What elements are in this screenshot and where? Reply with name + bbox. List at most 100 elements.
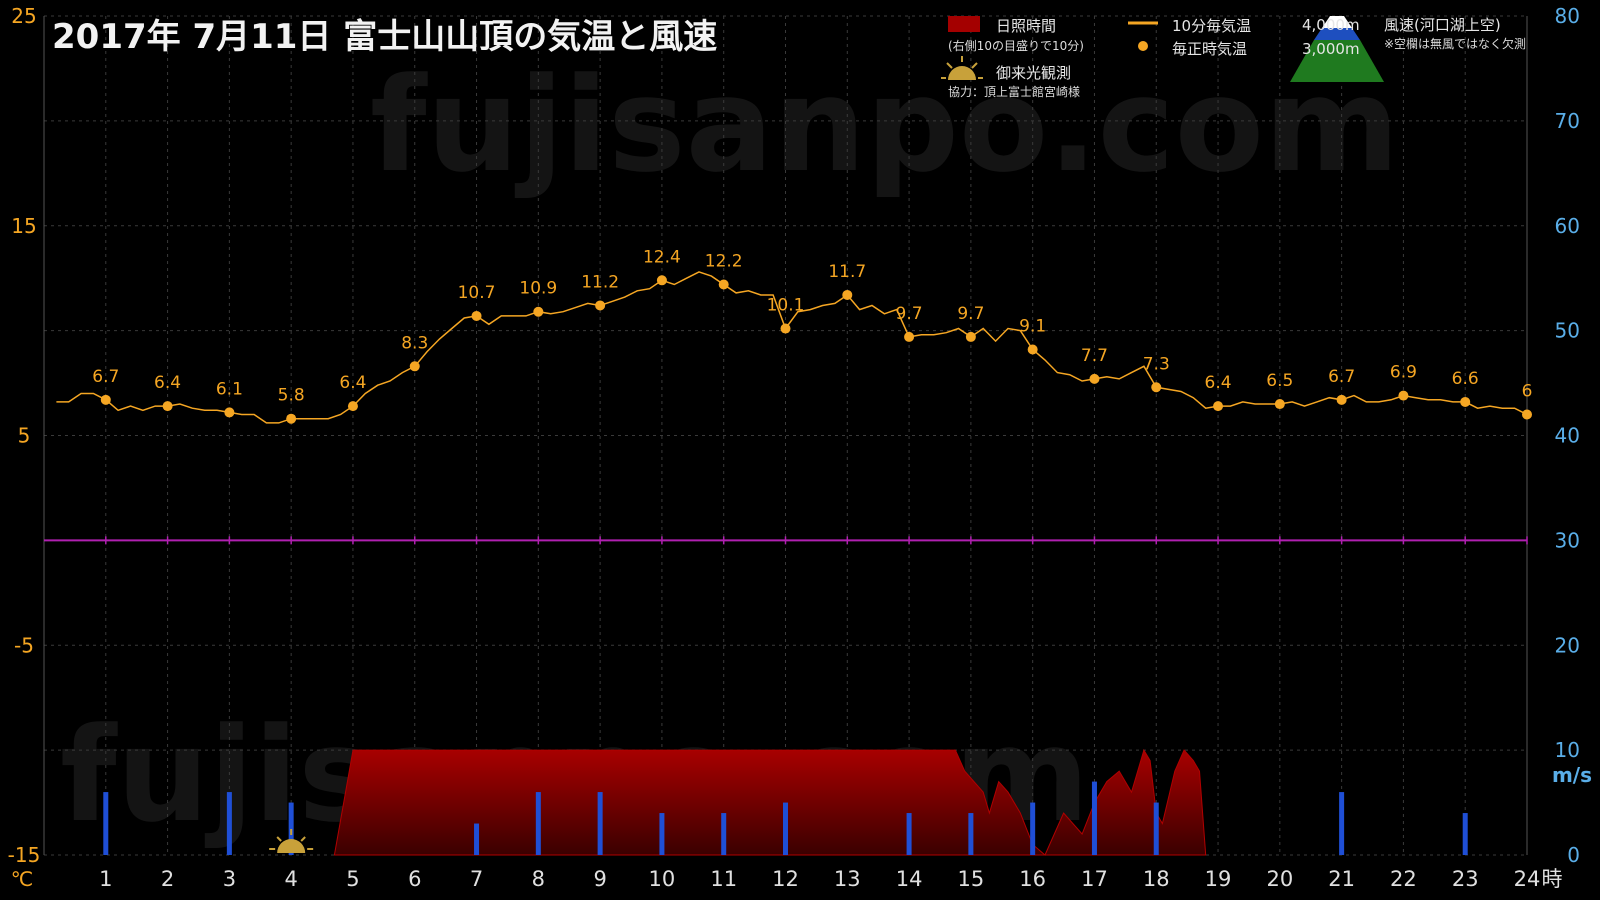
hourly-temp-point [904, 331, 915, 342]
wind-bar [226, 792, 232, 855]
hourly-temp-point [347, 401, 358, 412]
temp-hourly-legend-swatch [1138, 41, 1148, 51]
left-axis-tick-label: -15 [8, 843, 41, 867]
hourly-temp-label: 6.7 [1328, 367, 1355, 387]
hourly-temp-point [1336, 394, 1347, 405]
x-axis-tick-label: 2 [161, 867, 174, 891]
wind-bar [906, 813, 912, 855]
hourly-temp-point [595, 300, 606, 311]
hourly-temp-label: 5.8 [278, 386, 305, 406]
wind-bar [1339, 792, 1345, 855]
right-axis-tick-label: 80 [1555, 4, 1580, 28]
hourly-temp-label: 6 [1522, 382, 1533, 402]
hourly-temp-point [656, 275, 667, 286]
wind-bar [288, 802, 294, 855]
wind-bar [783, 802, 788, 855]
x-axis-tick-label: 12 [772, 867, 799, 891]
right-axis-unit: m/s [1552, 763, 1592, 787]
credit-label: 協力：頂上富士館宮崎様 [948, 84, 1080, 99]
hourly-temp-label: 9.7 [957, 304, 984, 324]
wind-bar [659, 813, 665, 855]
hourly-temp-label: 6.4 [1205, 373, 1232, 393]
x-axis-tick-label: 6 [408, 867, 421, 891]
hourly-temp-label: 6.9 [1390, 363, 1417, 383]
right-axis-tick-label: 30 [1555, 528, 1580, 552]
x-axis-tick-label: 11 [710, 867, 737, 891]
x-axis-tick-label: 13 [834, 867, 861, 891]
sunrise-legend-label: 御来光観測 [996, 64, 1071, 82]
hourly-temp-label: 6.6 [1452, 369, 1479, 389]
hourly-temp-label: 11.2 [581, 272, 619, 292]
wind-bar [721, 813, 727, 855]
x-axis-tick-label: 3 [223, 867, 236, 891]
left-axis-tick-label: -5 [14, 633, 34, 657]
hourly-temp-point [1274, 399, 1285, 410]
hourly-temp-label: 10.9 [519, 279, 557, 299]
x-axis-tick-label: 16 [1019, 867, 1046, 891]
x-axis-tick-label: 22 [1390, 867, 1417, 891]
wind-bar [474, 823, 480, 855]
x-axis-tick-label: 5 [346, 867, 359, 891]
watermark-top: fujisanpo.com [370, 49, 1399, 201]
mountain-icon [1290, 16, 1384, 82]
hourly-temp-point [1089, 373, 1100, 384]
temp10-legend-label: 10分毎気温 [1172, 17, 1251, 35]
hourly-temp-point [100, 394, 111, 405]
left-axis-unit: ℃ [11, 867, 33, 891]
wind-legend-note: ※空欄は無風ではなく欠測 [1384, 36, 1526, 51]
right-axis-tick-label: 0 [1567, 843, 1580, 867]
hourly-temp-label: 6.7 [92, 367, 119, 387]
hourly-temp-label: 6.1 [216, 379, 243, 399]
x-axis-tick-label: 18 [1143, 867, 1170, 891]
wind-bar [1153, 802, 1159, 855]
wind-bar [1462, 813, 1468, 855]
hourly-temp-point [1027, 344, 1038, 355]
hourly-temp-point [409, 361, 420, 372]
hourly-temperature-points: 6.7 6.4 6.1 5.8 6.4 8.3 10.7 10.9 11.2 12.4 12.2 10… [92, 247, 1533, 424]
sunrise-legend-icon [941, 56, 983, 80]
hourly-temp-point [780, 323, 791, 334]
right-axis-tick-label: 10 [1555, 738, 1580, 762]
left-axis-tick-label: 15 [11, 214, 36, 238]
x-axis-tick-label: 10 [649, 867, 676, 891]
hourly-temp-point [1522, 409, 1532, 420]
hourly-temp-point [224, 407, 235, 418]
hourly-temp-label: 6.4 [339, 373, 366, 393]
wind-legend-title: 風速(河口湖上空) [1384, 16, 1501, 34]
hourly-temp-point [286, 413, 297, 424]
wind-bar [535, 792, 541, 855]
hourly-temp-point [965, 331, 976, 342]
hourly-temp-point [162, 401, 173, 412]
wind-bar [1091, 781, 1097, 855]
chart-title: 2017年 7月11日 富士山山頂の気温と風速 [52, 17, 717, 57]
wind-bar [968, 813, 974, 855]
right-axis-tick-label: 60 [1555, 214, 1580, 238]
right-axis-tick-label: 70 [1555, 109, 1580, 133]
wind-bar [597, 792, 603, 855]
alt-3000-label: 3,000m [1302, 40, 1360, 58]
temp-hourly-legend-label: 毎正時気温 [1172, 40, 1247, 58]
x-axis-tick-label: 7 [470, 867, 483, 891]
hourly-temp-label: 9.1 [1019, 317, 1046, 337]
hourly-temp-point [1151, 382, 1162, 393]
hourly-temp-label: 7.3 [1143, 354, 1170, 374]
x-axis-tick-label: 4 [284, 867, 297, 891]
sunshine-legend-note: (右側10の目盛りで10分) [948, 38, 1084, 53]
sunshine-legend-label: 日照時間 [996, 17, 1056, 35]
x-axis-tick-label: 24 [1514, 867, 1541, 891]
hourly-temp-label: 6.5 [1266, 371, 1293, 391]
x-axis-tick-label: 23 [1452, 867, 1479, 891]
left-axis-tick-label: 25 [11, 4, 36, 28]
left-axis-tick-label: 5 [18, 424, 31, 448]
hourly-temp-point [1460, 396, 1471, 407]
hourly-temp-label: 6.4 [154, 373, 181, 393]
hourly-temp-point [1398, 390, 1409, 401]
sunrise-half-disc [277, 839, 306, 853]
hourly-temp-label: 10.1 [767, 296, 805, 316]
x-axis-tick-label: 21 [1328, 867, 1355, 891]
right-axis-tick-label: 50 [1555, 319, 1580, 343]
wind-bar [103, 792, 109, 855]
x-axis-tick-label: 8 [532, 867, 545, 891]
